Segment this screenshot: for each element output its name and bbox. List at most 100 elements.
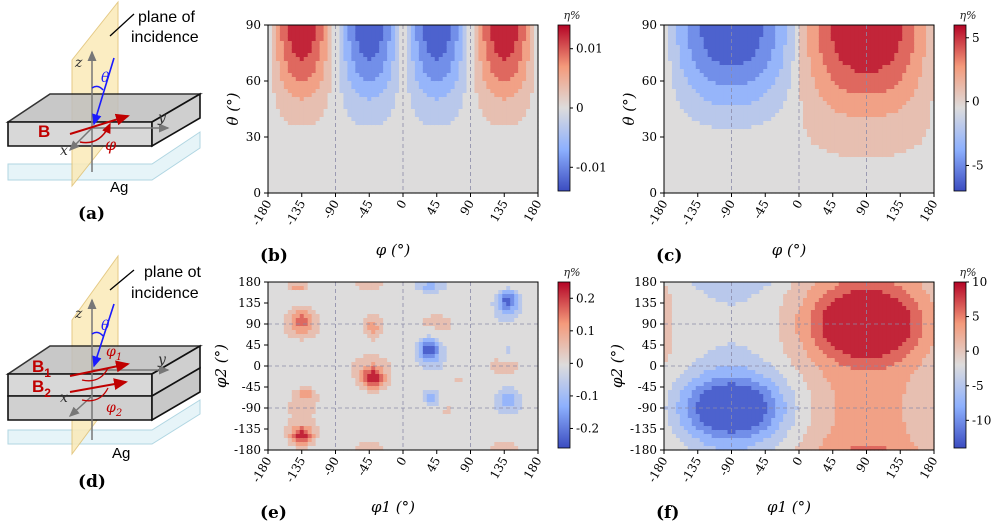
contour-cell — [779, 97, 784, 102]
contour-cell — [787, 29, 792, 34]
contour-cell — [506, 117, 511, 122]
contour-cell — [802, 137, 808, 142]
contour-cell — [755, 145, 760, 150]
contour-cell — [814, 133, 820, 138]
phi-arc — [79, 122, 111, 144]
contour-cell — [518, 125, 523, 130]
contour-cell — [319, 41, 325, 46]
contour-cell — [395, 29, 400, 34]
contour-cell — [283, 181, 289, 186]
incidence-arrow — [92, 57, 115, 126]
contour-cell — [675, 185, 681, 190]
contour-cell — [763, 121, 768, 126]
contour-cell — [719, 73, 725, 78]
contour-cell — [379, 73, 384, 78]
contour-cell — [268, 157, 273, 162]
contour-cell — [683, 29, 689, 34]
contour-cell — [474, 113, 480, 118]
contour-cell — [331, 185, 337, 190]
contour-cell — [739, 61, 745, 66]
contour-cell — [426, 137, 432, 142]
contour-cell — [703, 161, 709, 166]
contour-cell — [787, 57, 792, 62]
contour-cell — [395, 69, 400, 74]
contour-cell — [359, 49, 364, 54]
contour-cell — [850, 77, 856, 82]
contour-cell — [787, 73, 792, 78]
contour-cell — [739, 121, 745, 126]
contour-cell — [379, 81, 384, 86]
contour-cell — [687, 77, 693, 82]
contour-cell — [351, 37, 356, 42]
contour-cell — [826, 173, 832, 178]
contour-cell — [502, 117, 507, 122]
contour-cell — [414, 113, 420, 118]
contour-cell — [359, 161, 364, 166]
contour-cell — [331, 189, 337, 194]
contour-cell — [490, 185, 495, 190]
contour-cell — [331, 25, 337, 30]
contour-cell — [307, 105, 313, 110]
contour-cell — [715, 53, 721, 58]
phi2-subscript: 2 — [115, 408, 122, 419]
contour-cell — [295, 89, 301, 94]
contour-cell — [775, 145, 780, 150]
contour-cell — [854, 73, 860, 78]
contour-cell — [299, 125, 305, 130]
contour-cell — [339, 117, 345, 122]
contour-cell — [699, 177, 705, 182]
contour-cell — [418, 53, 424, 58]
contour-cell — [671, 45, 677, 50]
contour-cell — [299, 45, 305, 50]
contour-cell — [311, 33, 317, 38]
contour-cell — [466, 161, 472, 166]
contour-cell — [671, 161, 677, 166]
contour-cell — [723, 81, 729, 86]
contour-cell — [454, 137, 460, 142]
contour-cell — [771, 53, 776, 58]
contour-cell — [530, 45, 535, 50]
contour-cell — [458, 65, 464, 70]
contour-cell — [771, 109, 776, 114]
contour-cell — [403, 157, 408, 162]
contour-cell — [279, 157, 285, 162]
contour-cell — [395, 161, 400, 166]
contour-cell — [470, 65, 476, 70]
contour-cell — [830, 113, 836, 118]
contour-cell — [498, 49, 503, 54]
contour-cell — [810, 149, 816, 154]
contour-cell — [347, 93, 352, 98]
contour-cell — [683, 89, 689, 94]
contour-cell — [438, 25, 444, 30]
contour-cell — [395, 125, 400, 130]
contour-cell — [363, 65, 368, 70]
contour-cell — [735, 169, 741, 174]
contour-cell — [719, 185, 725, 190]
contour-cell — [735, 25, 741, 30]
contour-cell — [331, 145, 337, 150]
contour-cell — [739, 177, 745, 182]
contour-cell — [450, 181, 456, 186]
contour-cell — [403, 41, 408, 46]
contour-cell — [759, 77, 764, 82]
contour-cell — [664, 101, 669, 106]
contour-cell — [799, 165, 804, 170]
contour-cell — [502, 141, 507, 146]
contour-cell — [478, 61, 484, 66]
contour-cell — [319, 85, 325, 90]
contour-cell — [739, 137, 745, 142]
contour-cell — [474, 109, 480, 114]
contour-cell — [323, 109, 329, 114]
contour-cell — [763, 149, 768, 154]
contour-cell — [383, 37, 388, 42]
contour-cell — [446, 165, 452, 170]
contour-cell — [671, 181, 677, 186]
contour-cell — [275, 181, 281, 186]
contour-cell — [291, 121, 297, 126]
contour-cell — [299, 97, 305, 102]
contour-cell — [522, 89, 527, 94]
contour-cell — [268, 169, 273, 174]
contour-cell — [747, 117, 752, 122]
contour-cell — [311, 165, 317, 170]
